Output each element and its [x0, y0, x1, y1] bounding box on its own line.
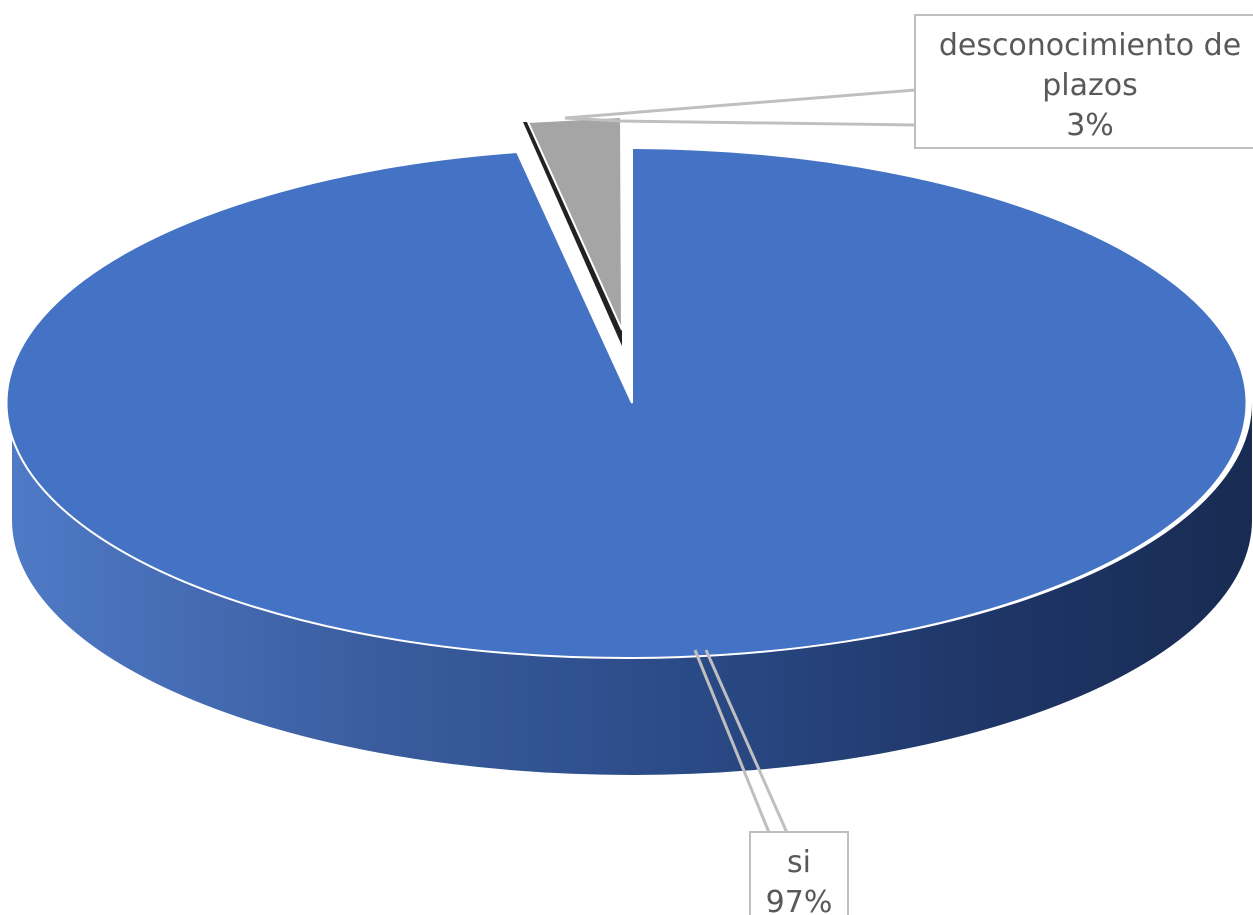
data-label-box-si — [749, 831, 849, 915]
pie-slice-desconocimiento-side — [523, 122, 622, 346]
pie-slice-si — [5, 146, 1248, 659]
data-label-si-name: si — [787, 845, 811, 880]
data-label-desconocimiento-value: 3% — [1066, 108, 1114, 143]
data-label-box-desconocimiento — [914, 14, 1253, 149]
data-label-desconocimiento-name-line1: desconocimiento de — [939, 28, 1241, 63]
data-label-si: si 97% — [766, 845, 833, 915]
data-label-desconocimiento: desconocimiento de plazos 3% — [939, 28, 1241, 143]
pie-slice-si-side — [12, 403, 1252, 775]
leader-line-desconocimiento — [564, 88, 916, 127]
data-label-si-value: 97% — [766, 885, 833, 915]
data-label-desconocimiento-name-line2: plazos — [1042, 68, 1138, 103]
